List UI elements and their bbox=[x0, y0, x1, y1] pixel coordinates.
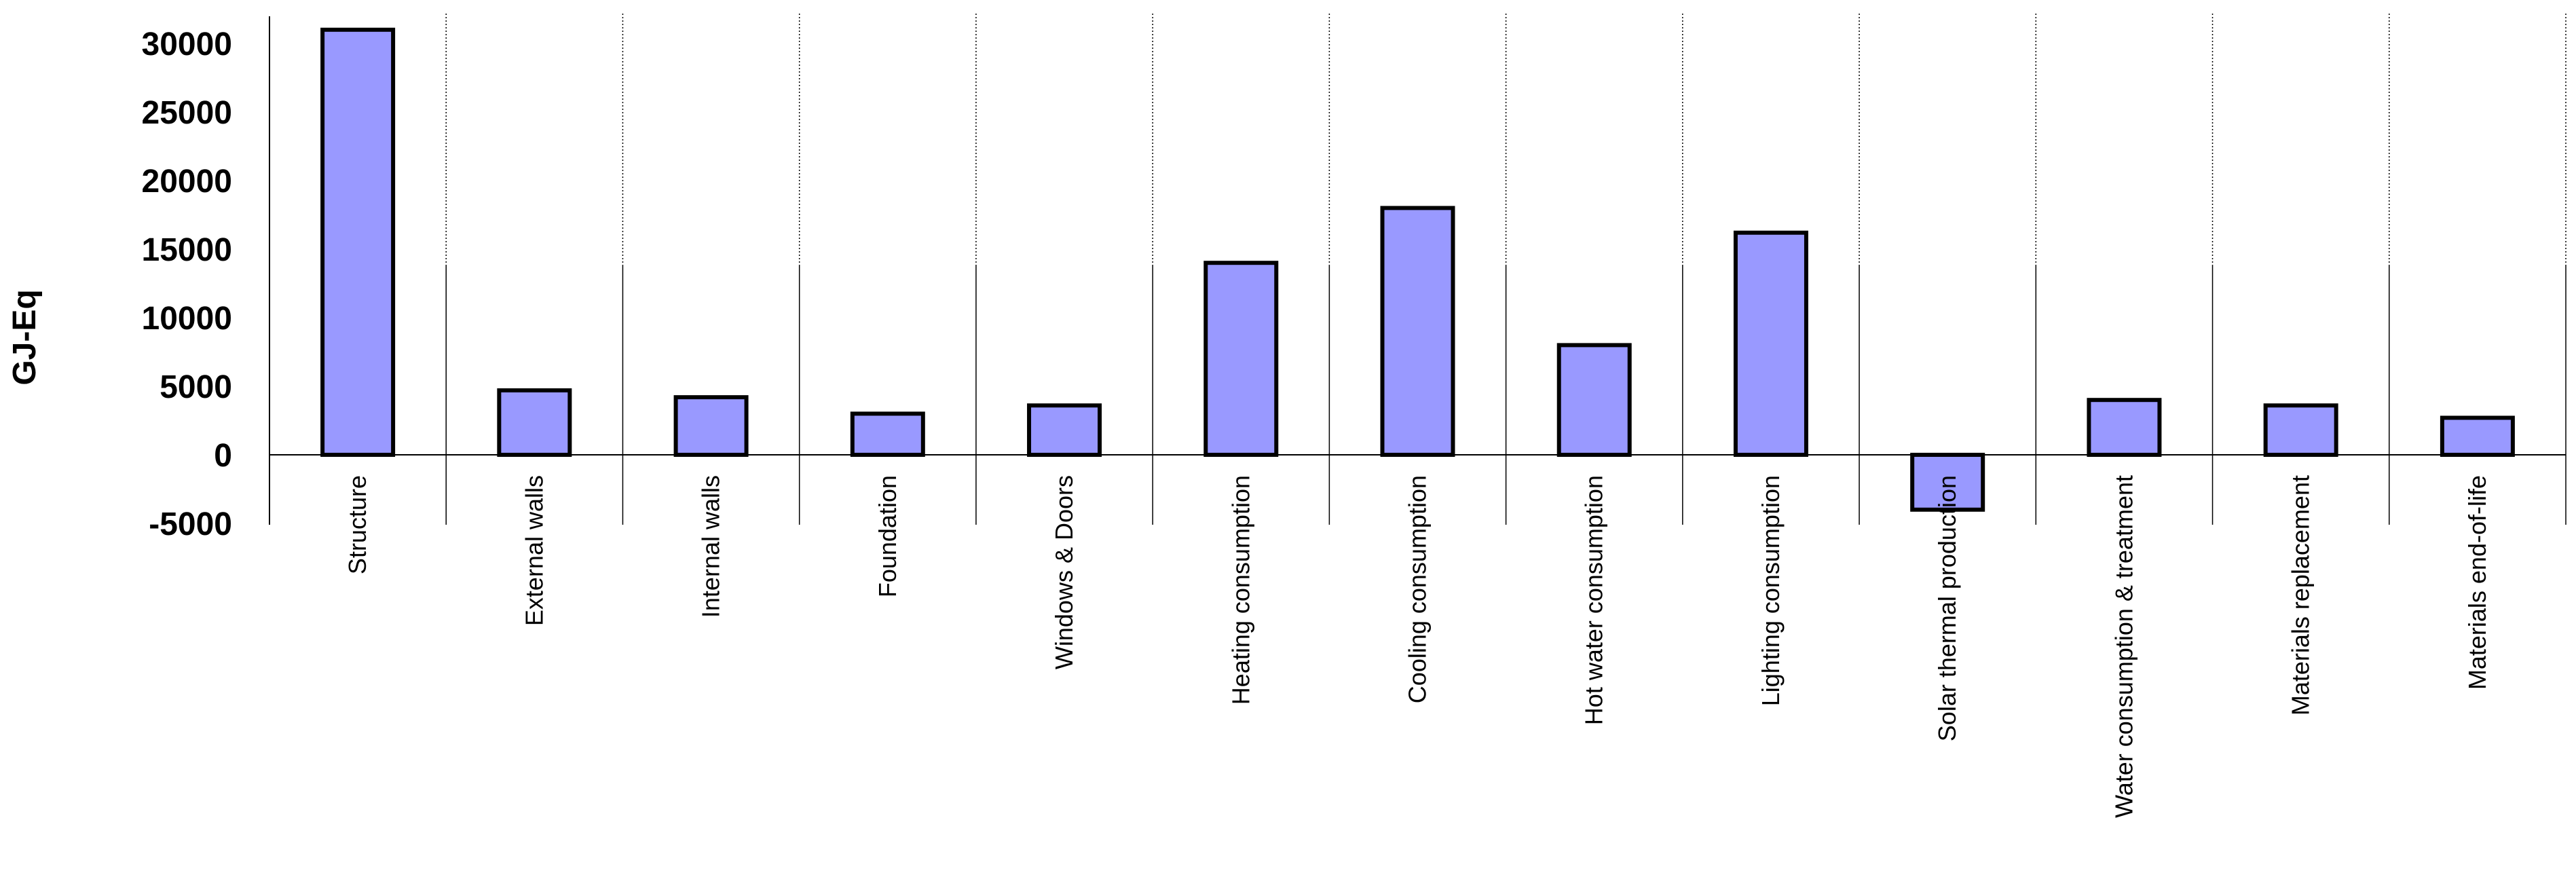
bar-water-consumption-treatment bbox=[2087, 398, 2162, 458]
y-tick-label: 25000 bbox=[142, 95, 232, 131]
bar-internal-walls bbox=[673, 395, 749, 457]
bar-hot-water-consumption bbox=[1556, 343, 1632, 457]
y-tick-label: 20000 bbox=[142, 164, 232, 200]
y-tick-label: -5000 bbox=[149, 506, 232, 542]
y-tick-label: 15000 bbox=[142, 232, 232, 268]
x-tick-label: Foundation bbox=[874, 475, 901, 597]
x-tick-label: Materials end-of-life bbox=[2463, 475, 2491, 690]
x-tick-labels: Structure External walls Internal walls Fou… bbox=[343, 475, 2491, 818]
x-tick-label: External walls bbox=[520, 475, 548, 626]
x-tick-label: Water consumption & treatment bbox=[2110, 475, 2138, 818]
bar-lighting-consumption bbox=[1733, 230, 1808, 457]
bar-solar-thermal-production bbox=[1910, 453, 1985, 512]
bar-external-walls bbox=[497, 388, 572, 457]
y-tick-label: 30000 bbox=[142, 26, 232, 62]
bar-foundation bbox=[850, 411, 925, 458]
x-tick-label: Lighting consumption bbox=[1757, 475, 1785, 706]
y-tick-label: 5000 bbox=[160, 369, 232, 405]
x-tick-label: Cooling consumption bbox=[1404, 475, 1432, 703]
bar-windows-doors bbox=[1027, 403, 1102, 458]
bar-structure bbox=[320, 27, 396, 458]
x-tick-label: Hot water consumption bbox=[1580, 475, 1608, 725]
y-tick-labels: 30000 25000 20000 15000 10000 5000 0 -5000 bbox=[142, 26, 232, 542]
category-separators bbox=[445, 14, 2566, 525]
bar-cooling-consumption bbox=[1380, 206, 1455, 457]
bar-heating-consumption bbox=[1203, 261, 1279, 457]
x-tick-label: Heating consumption bbox=[1227, 475, 1254, 705]
x-tick-label: Materials replacement bbox=[2287, 475, 2315, 715]
y-tick-label: 0 bbox=[214, 438, 232, 474]
x-tick-label: Internal walls bbox=[697, 475, 725, 618]
x-tick-label: Structure bbox=[343, 475, 371, 574]
y-tick-label: 10000 bbox=[142, 301, 232, 337]
bar-materials-end-of-life bbox=[2440, 415, 2515, 458]
y-axis-label: GJ-Eq bbox=[7, 289, 43, 385]
bars-group bbox=[320, 27, 2515, 512]
x-tick-label: Solar thermal production bbox=[1933, 475, 1961, 741]
bar-materials-replacement bbox=[2263, 403, 2338, 458]
x-tick-label: Windows & Doors bbox=[1050, 475, 1078, 669]
